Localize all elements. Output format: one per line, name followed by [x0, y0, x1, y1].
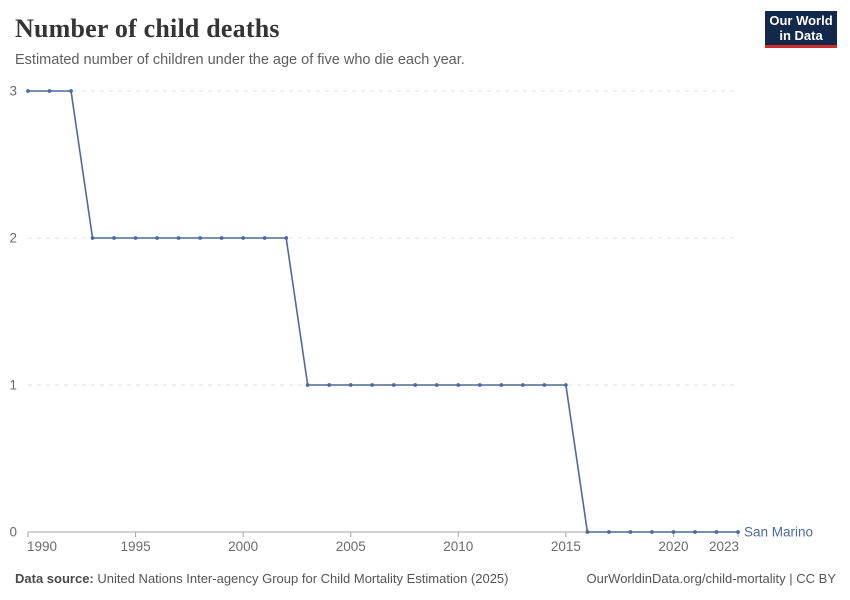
data-source-text: United Nations Inter-agency Group for Ch… — [93, 571, 509, 586]
data-point[interactable] — [198, 236, 203, 240]
data-point[interactable] — [456, 383, 461, 387]
data-point[interactable] — [176, 236, 181, 240]
x-tick-label: 2000 — [228, 539, 258, 554]
owid-logo-line2: in Data — [779, 28, 823, 43]
data-point[interactable] — [370, 383, 375, 387]
data-source-label: Data source: — [15, 571, 94, 586]
data-point[interactable] — [47, 89, 52, 93]
data-point[interactable] — [69, 89, 73, 93]
data-point[interactable] — [305, 383, 310, 387]
x-tick-label: 1990 — [27, 539, 57, 554]
chart-subtitle: Estimated number of children under the a… — [15, 52, 465, 68]
data-point[interactable] — [607, 530, 611, 534]
x-tick-label: 2020 — [658, 539, 688, 554]
data-point[interactable] — [520, 383, 525, 387]
y-tick-label: 3 — [9, 84, 17, 99]
data-point[interactable] — [284, 236, 289, 240]
data-point[interactable] — [714, 530, 719, 534]
data-point[interactable] — [413, 383, 418, 387]
data-point[interactable] — [133, 236, 138, 240]
data-point[interactable] — [736, 530, 740, 534]
owid-logo-line1: Our World — [769, 13, 833, 28]
page-title: Number of child deaths — [15, 14, 280, 43]
x-tick-label: 2023 — [709, 539, 739, 554]
data-point[interactable] — [585, 530, 590, 534]
data-point[interactable] — [219, 236, 224, 240]
data-point[interactable] — [262, 236, 267, 240]
x-tick-label: 2005 — [336, 539, 366, 554]
data-point[interactable] — [671, 530, 676, 534]
data-point[interactable] — [348, 383, 353, 387]
x-tick-label: 2015 — [551, 539, 581, 554]
series-label[interactable]: San Marino — [744, 525, 813, 540]
data-point[interactable] — [434, 383, 439, 387]
license-note: OurWorldinData.org/child-mortality | CC … — [586, 571, 837, 586]
data-source: Data source: United Nations Inter-agency… — [15, 571, 509, 586]
data-point[interactable] — [327, 383, 332, 387]
y-tick-label: 1 — [9, 378, 17, 393]
y-tick-label: 0 — [9, 525, 17, 540]
data-point[interactable] — [391, 383, 396, 387]
data-point[interactable] — [90, 236, 95, 240]
data-point[interactable] — [693, 530, 697, 534]
x-tick-label: 2010 — [443, 539, 473, 554]
data-point[interactable] — [499, 383, 504, 387]
data-point[interactable] — [26, 89, 30, 93]
x-tick-label: 1995 — [121, 539, 151, 554]
data-point[interactable] — [477, 383, 482, 387]
data-point[interactable] — [628, 530, 633, 534]
y-tick-label: 2 — [9, 231, 17, 246]
data-point[interactable] — [563, 383, 568, 387]
owid-logo: Our World in Data — [765, 11, 837, 48]
data-point[interactable] — [542, 383, 547, 387]
data-point[interactable] — [155, 236, 159, 240]
series-line[interactable] — [28, 90, 738, 533]
data-point[interactable] — [241, 236, 246, 240]
data-point[interactable] — [650, 530, 654, 534]
data-point[interactable] — [112, 236, 116, 240]
